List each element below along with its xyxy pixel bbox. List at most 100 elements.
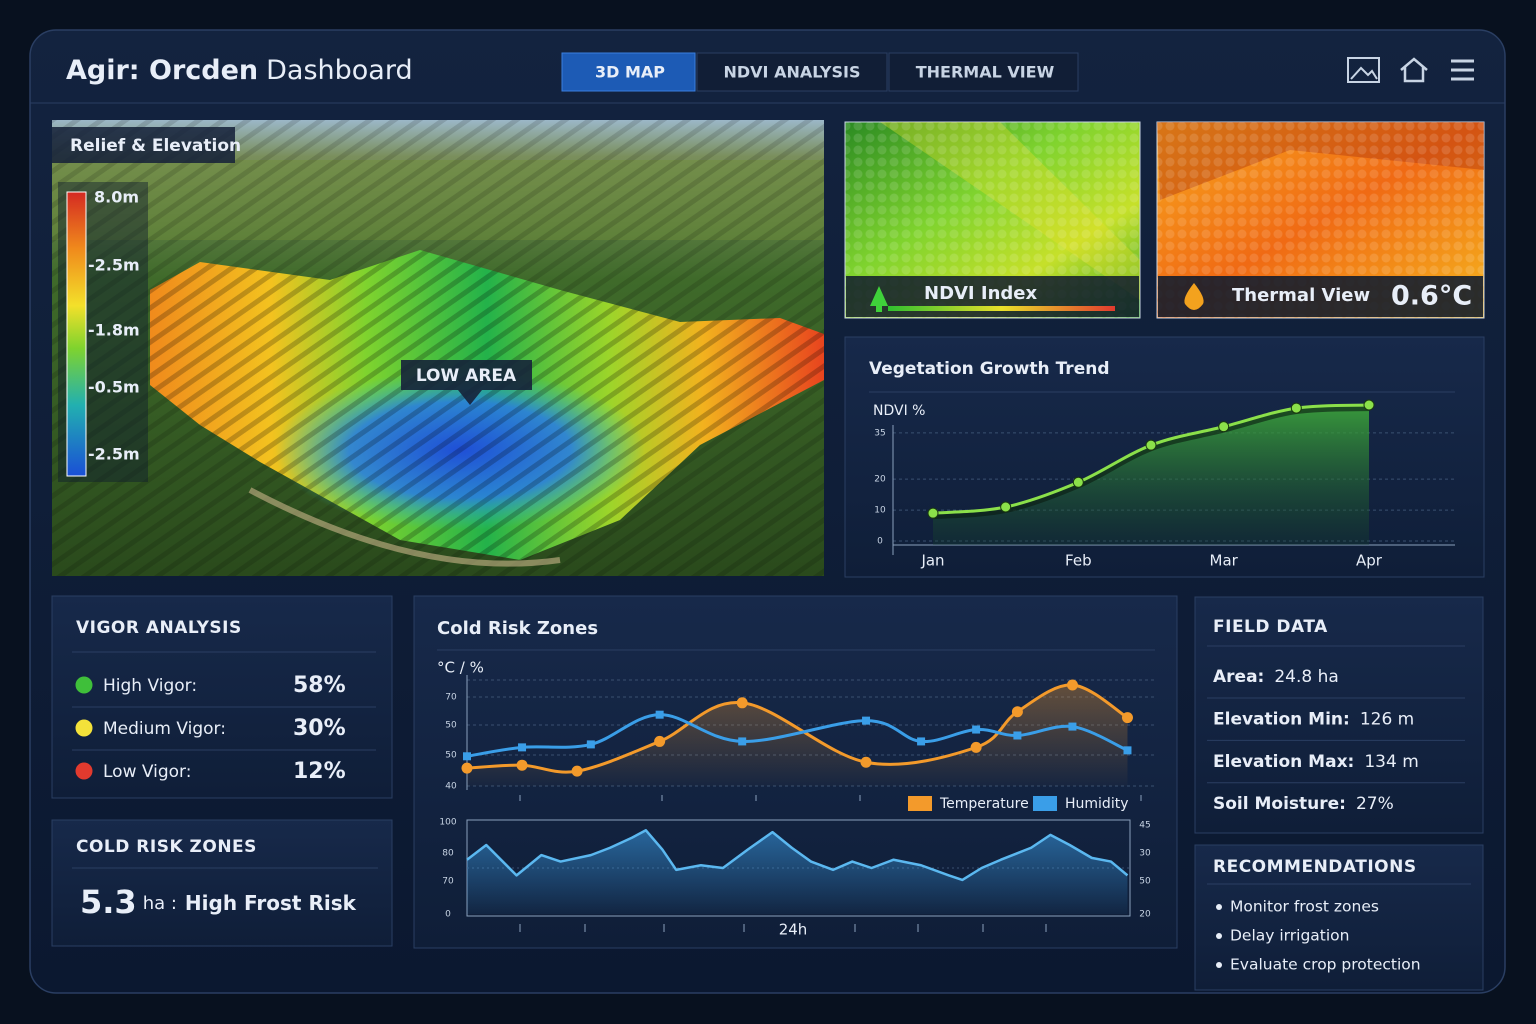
recommendations-title: RECOMMENDATIONS [1213, 857, 1417, 877]
icon-house[interactable] [1400, 57, 1428, 83]
home-icon[interactable] [1400, 57, 1428, 83]
recommendation-list: Monitor frost zones Delay irrigation Evalu… [1216, 898, 1421, 974]
data-point [1000, 501, 1012, 513]
data-point [1066, 679, 1078, 691]
field-label: Elevation Max: [1213, 752, 1354, 772]
field-value: 126 m [1360, 709, 1414, 729]
data-point [1363, 399, 1375, 411]
vigor-rows: High Vigor: 58% Medium Vigor: 30% Low Vigor:… [72, 673, 376, 784]
data-point [927, 507, 939, 519]
bullet [1216, 962, 1222, 968]
image-icon[interactable] [1347, 57, 1380, 83]
data-point [654, 735, 666, 747]
data-point [1013, 731, 1022, 740]
thermal-drop[interactable] [1184, 283, 1204, 310]
y-tick-label: 50 [445, 721, 457, 731]
tab-label[interactable]: 3D MAP [595, 63, 665, 82]
x-tick-label: Jan [920, 552, 944, 570]
elevation-rows [150, 250, 824, 560]
field-label: Area: [1213, 667, 1264, 687]
vigor-value: 58% [293, 673, 346, 698]
data-point [738, 737, 747, 746]
humidity-strip-line [466, 829, 1129, 882]
ndvi-scale[interactable] [888, 306, 1115, 311]
callout-box [401, 360, 532, 405]
title-bold: Agir: Orcden [66, 55, 258, 86]
data-point [972, 725, 981, 734]
data-point [1290, 402, 1302, 414]
icon-frame[interactable] [1347, 57, 1380, 83]
data-point [1011, 706, 1023, 718]
vigor-panel [51, 595, 393, 799]
data-point [655, 710, 664, 719]
ndvi-arrow[interactable] [870, 286, 888, 312]
legend-swatch [908, 796, 932, 811]
data-point [917, 737, 926, 746]
x-tick-label: Apr [1356, 552, 1383, 570]
legend-label: -2.5m [88, 445, 140, 464]
cold-card-unit: ha : [143, 893, 177, 914]
vigor-label: Low Vigor: [103, 762, 191, 782]
legend-label: Humidity [1065, 796, 1128, 812]
y2-tick-label: 20 [1139, 910, 1151, 920]
tab-label[interactable]: THERMAL VIEW [916, 63, 1055, 82]
field-row: Soil Moisture: 27% [1213, 794, 1394, 814]
x-tick-label: Feb [1065, 552, 1092, 570]
series-line [466, 713, 1129, 758]
y-tick-label: 100 [439, 818, 456, 828]
thermal-caption-bg[interactable] [1158, 276, 1483, 317]
menu-icon[interactable] [1451, 59, 1474, 81]
tab[interactable] [888, 52, 1079, 92]
field-label: Soil Moisture: [1213, 794, 1346, 814]
map-road [248, 487, 561, 567]
legend-label: -2.5m [88, 256, 140, 275]
y-tick-label: 20 [874, 475, 886, 485]
y-tick-label: 0 [445, 910, 451, 920]
data-point [463, 752, 471, 761]
ndvi-thumbnail[interactable]: NDVI Index [844, 121, 1141, 319]
header-title: Agir: Orcden Dashboard [66, 55, 413, 86]
data-point [1072, 476, 1084, 488]
y-tick-label: 80 [442, 849, 454, 859]
vigor-dot [75, 676, 93, 694]
growth-title: Vegetation Growth Trend [869, 359, 1110, 379]
cold-chart-y-label: °C / % [437, 659, 484, 677]
thermal-value[interactable]: 0.6°C [1391, 281, 1472, 312]
legend-label: 8.0m [94, 188, 139, 207]
field-value: 27% [1356, 794, 1394, 814]
data-point [571, 765, 583, 777]
icon-mountain[interactable] [1350, 66, 1378, 80]
y-tick-label: 35 [874, 428, 885, 438]
data-point [1145, 439, 1157, 451]
y2-tick-label: 50 [1139, 877, 1151, 887]
data-point [461, 762, 473, 774]
y-tick-label: 50 [445, 751, 457, 761]
vigor-label: High Vigor: [103, 676, 197, 696]
thermal-label[interactable]: Thermal View [1232, 285, 1370, 306]
recommendation: Monitor frost zones [1230, 898, 1379, 916]
tab-active[interactable] [561, 52, 696, 92]
humidity-strip-area [467, 830, 1128, 914]
data-point [586, 740, 595, 749]
field-value: 134 m [1364, 752, 1418, 772]
vigor-label: Medium Vigor: [103, 719, 226, 739]
vigor-dot [75, 719, 93, 737]
field-data-panel [1194, 596, 1484, 834]
temperature-area [467, 684, 1128, 786]
thermal-thumbnail[interactable]: Thermal View 0.6°C [1156, 121, 1485, 319]
cold-card-line: 5.3 ha : High Frost Risk [80, 883, 357, 921]
vigor-dot [75, 762, 93, 780]
tab-label[interactable]: NDVI ANALYSIS [723, 63, 860, 82]
recommendations-panel [1194, 844, 1484, 991]
title-rest: Dashboard [266, 55, 412, 86]
tab[interactable] [696, 52, 888, 92]
map-view: Relief & Elevation 8.0m -2.5m -1.8m -0.5… [52, 120, 824, 576]
bullet [1216, 933, 1222, 939]
data-point [1218, 421, 1230, 433]
map-label: Relief & Elevation [70, 136, 241, 156]
legend-label: Temperature [939, 796, 1029, 812]
ndvi-label[interactable]: NDVI Index [924, 283, 1038, 304]
callout-label: LOW AREA [416, 366, 517, 386]
